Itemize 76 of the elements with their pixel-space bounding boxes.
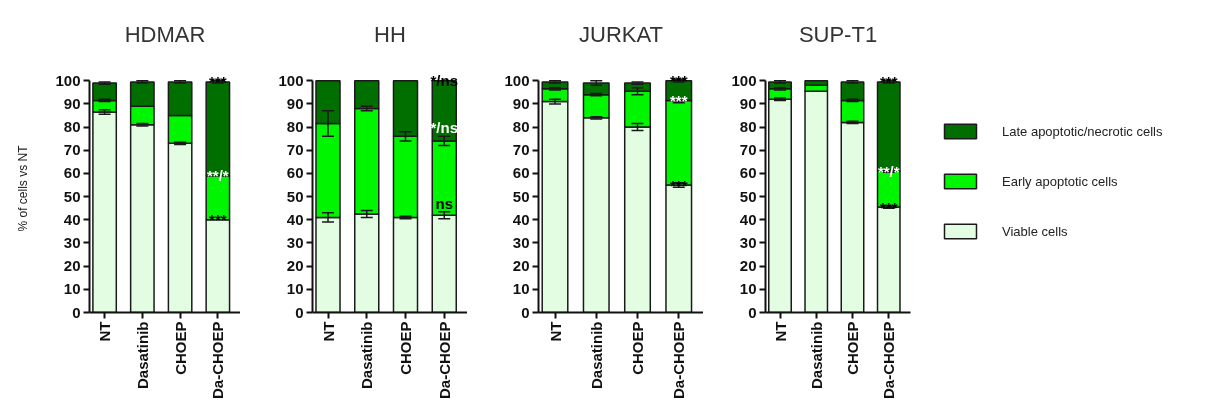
- y-tick-label: 90: [512, 94, 530, 112]
- annotation: ***: [209, 73, 227, 91]
- y-tick-label: 80: [63, 118, 81, 136]
- y-tick-label: 30: [739, 233, 757, 251]
- y-tick-label: 60: [63, 164, 81, 182]
- y-tick-label: 90: [63, 94, 81, 112]
- y-tick-label: 100: [731, 71, 757, 89]
- y-tick-label: 10: [286, 280, 304, 298]
- y-tick-label: 40: [286, 210, 304, 228]
- y-tick-label: 70: [739, 141, 757, 159]
- annotation: **/*: [207, 167, 229, 185]
- y-tick-label: 40: [512, 210, 530, 228]
- y-tick-label: 50: [63, 187, 81, 205]
- chart-title: HDMAR: [124, 21, 206, 47]
- y-tick-label: 50: [286, 187, 304, 205]
- y-tick-label: 100: [504, 71, 530, 89]
- x-tick-label: Da-CHOEP: [209, 321, 227, 400]
- y-tick-label: 20: [739, 257, 757, 275]
- y-tick-label: 80: [512, 118, 530, 136]
- x-tick-label: CHOEP: [397, 321, 414, 375]
- y-tick-label: 20: [286, 257, 304, 275]
- y-tick-label: 70: [63, 141, 81, 159]
- y-tick-label: 30: [63, 233, 81, 251]
- y-tick-label: 10: [63, 280, 81, 298]
- y-tick-label: 50: [739, 187, 757, 205]
- y-tick-label: 20: [63, 257, 81, 275]
- y-tick-label: 30: [512, 233, 530, 251]
- y-tick-label: 0: [295, 303, 304, 321]
- x-tick-label: CHOEP: [171, 321, 189, 375]
- y-tick-label: 60: [739, 164, 757, 182]
- x-tick-label: Dasatinib: [587, 321, 605, 390]
- y-tick-label: 10: [739, 280, 757, 298]
- y-tick-label: 100: [278, 71, 304, 89]
- x-tick-label: Dasatinib: [807, 321, 825, 390]
- y-tick-label: 40: [63, 210, 81, 228]
- y-tick-label: 50: [512, 187, 530, 205]
- x-tick-label: CHOEP: [629, 321, 646, 375]
- y-axis-title: % of cells vs NT: [16, 144, 31, 232]
- y-tick-label: 30: [286, 233, 304, 251]
- x-tick-label: Da-CHOEP: [880, 321, 898, 400]
- y-tick-label: 70: [512, 141, 530, 159]
- y-tick-label: 100: [55, 71, 81, 89]
- y-tick-label: 0: [748, 303, 757, 321]
- y-tick-label: 20: [512, 257, 530, 275]
- annotation: */ns: [430, 72, 459, 90]
- x-tick-label: Dasatinib: [133, 321, 151, 390]
- x-tick-label: Dasatinib: [358, 321, 376, 390]
- y-tick-label: 40: [739, 210, 757, 228]
- annotation: */ns: [430, 119, 459, 137]
- legend-label: Viable cells: [1002, 223, 1068, 239]
- x-tick-label: NT: [96, 321, 114, 342]
- annotation: ***: [669, 91, 688, 109]
- x-tick-label: NT: [771, 321, 789, 342]
- y-tick-label: 70: [286, 141, 304, 159]
- y-tick-label: 10: [512, 280, 530, 298]
- chart-title: SUP-T1: [798, 21, 878, 47]
- legend-label: Late apoptotic/necrotic cells: [1002, 123, 1163, 139]
- x-tick-label: NT: [546, 321, 564, 342]
- annotation: ***: [879, 73, 898, 91]
- y-tick-label: 0: [521, 303, 530, 321]
- y-tick-label: 80: [739, 118, 757, 136]
- x-tick-label: Da-CHOEP: [670, 321, 688, 400]
- y-tick-label: 0: [72, 303, 81, 321]
- y-tick-label: 60: [286, 164, 304, 182]
- y-tick-label: 80: [286, 118, 304, 136]
- chart-title: HH: [374, 21, 406, 47]
- annotation: **/*: [877, 162, 900, 180]
- legend-label: Early apoptotic cells: [1002, 173, 1118, 189]
- x-tick-label: CHOEP: [844, 321, 861, 375]
- x-tick-label: Da-CHOEP: [435, 321, 453, 400]
- y-tick-label: 90: [286, 94, 304, 112]
- y-tick-label: 90: [739, 94, 757, 112]
- y-tick-label: 60: [512, 164, 530, 182]
- chart-title: JURKAT: [579, 21, 663, 47]
- x-tick-label: NT: [319, 321, 337, 342]
- annotation: ns: [435, 194, 454, 212]
